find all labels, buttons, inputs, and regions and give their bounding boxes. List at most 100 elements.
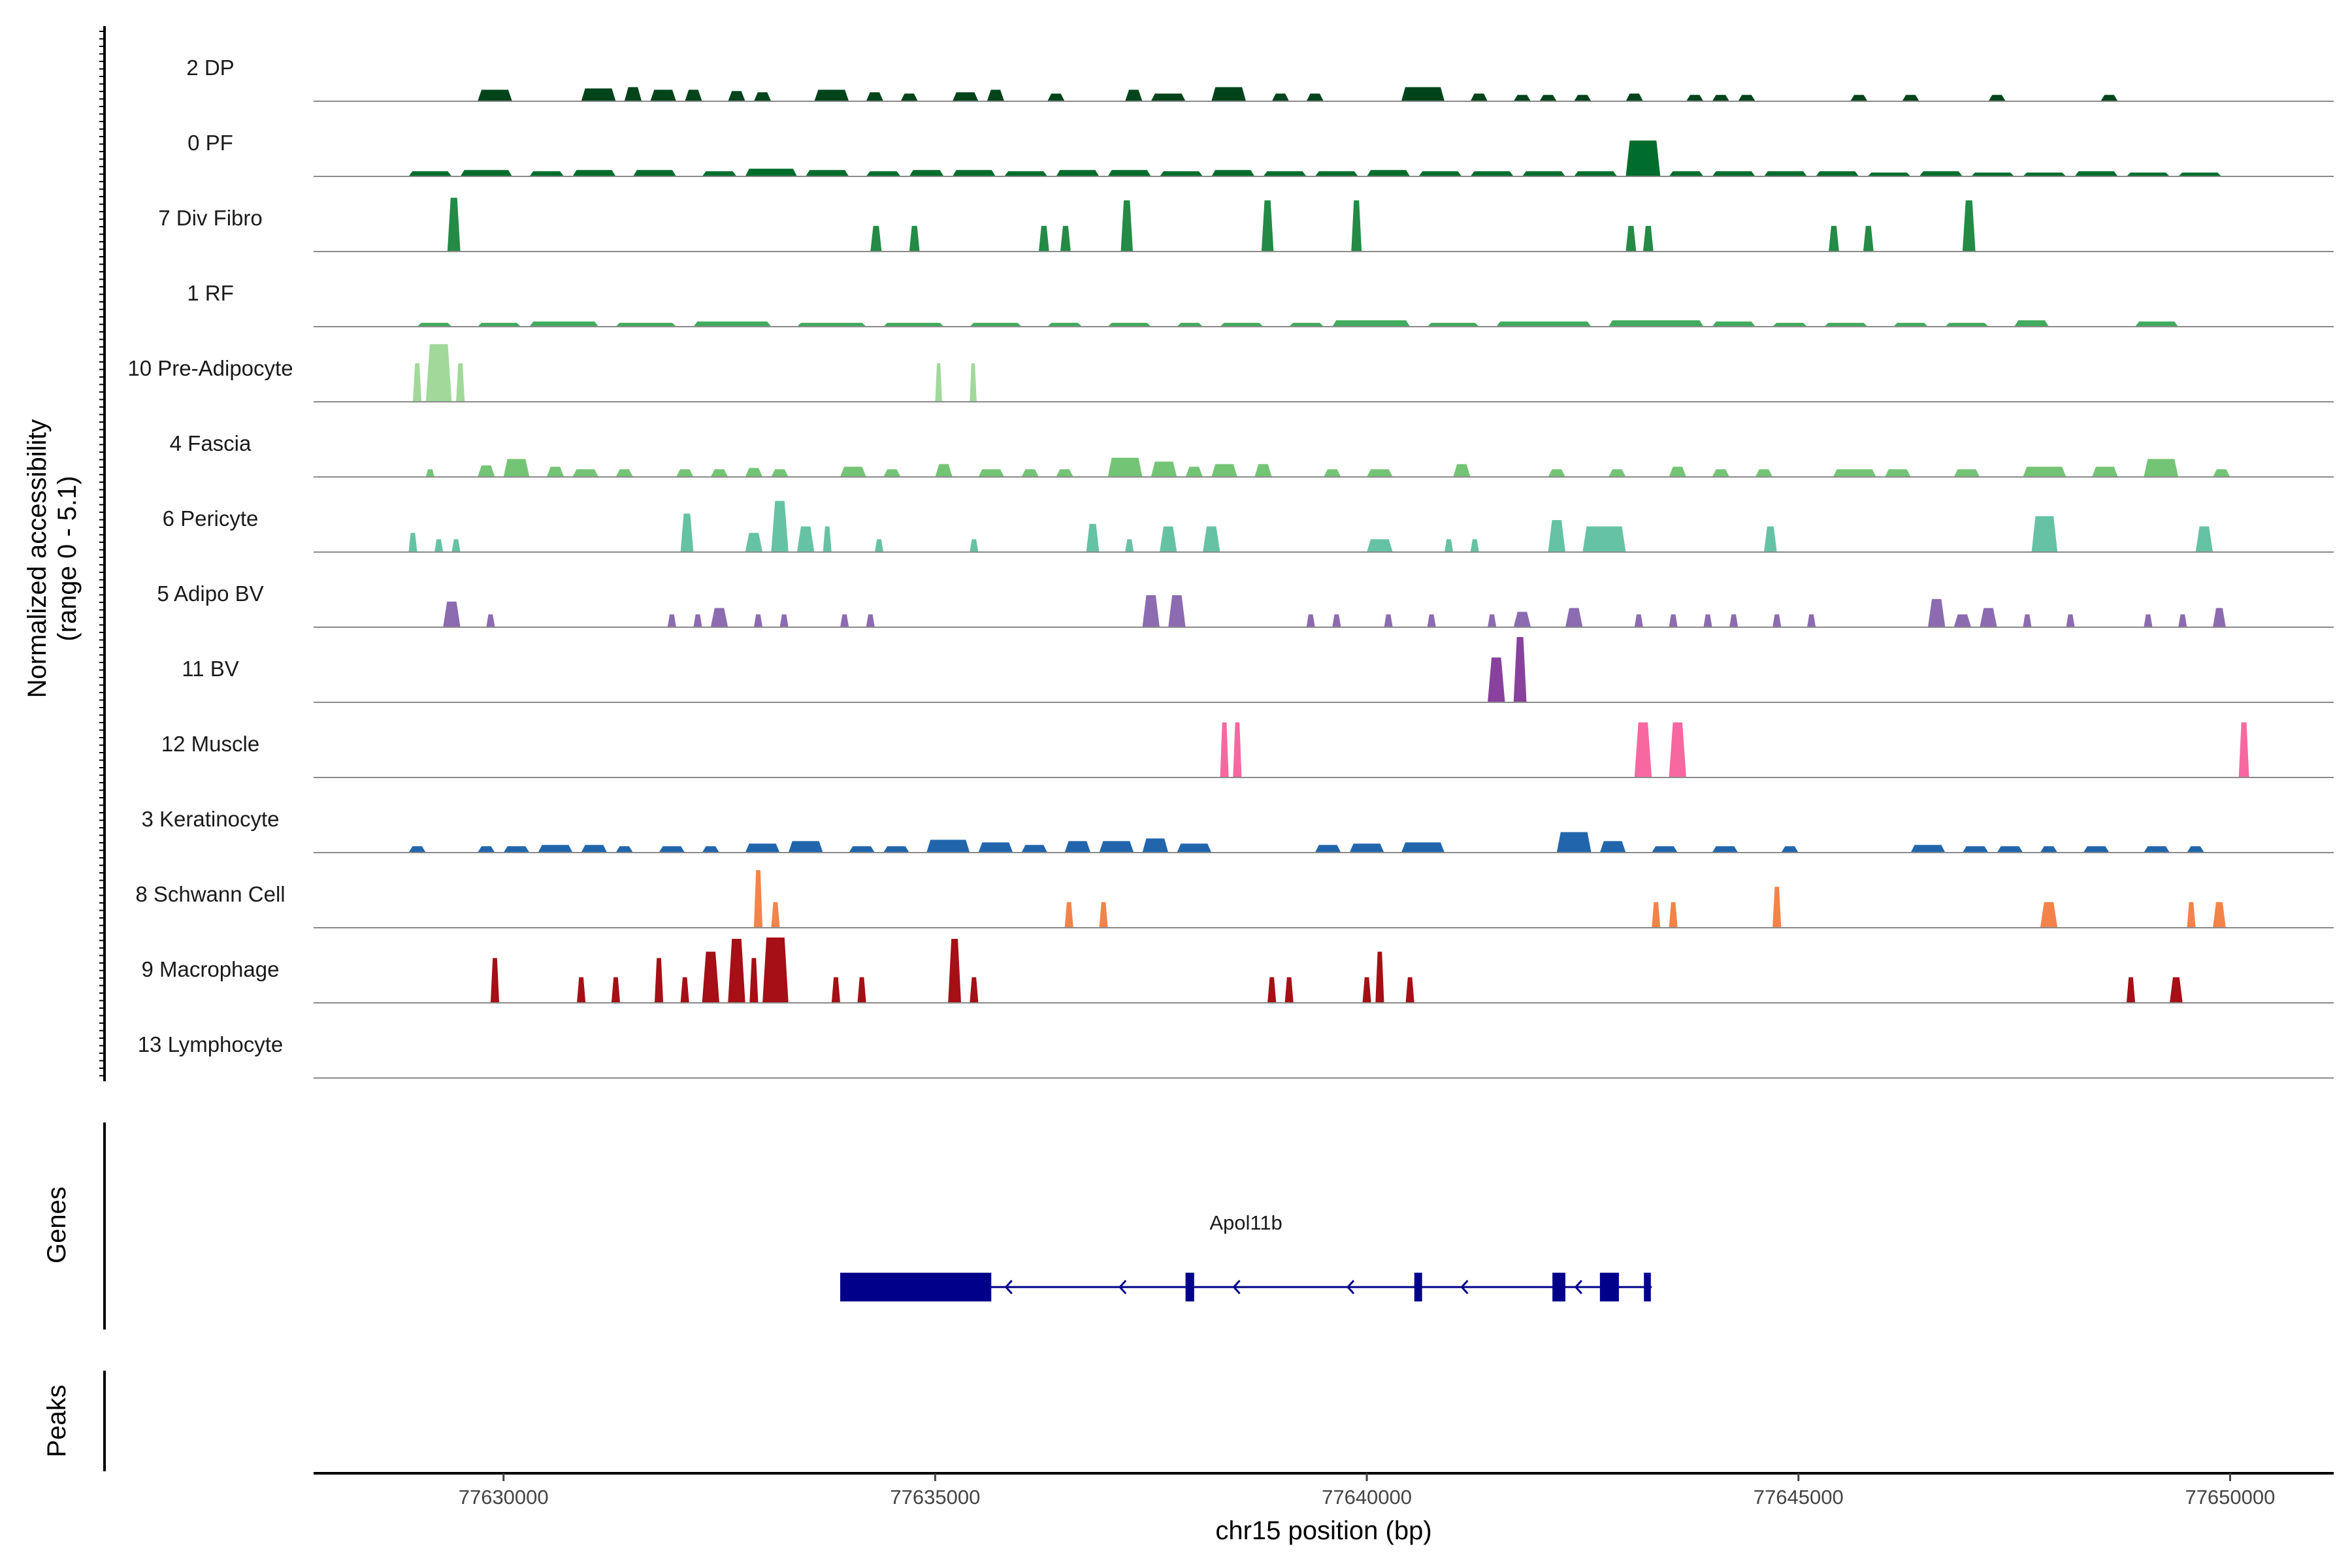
coverage-peak — [478, 90, 512, 101]
coverage-peak — [546, 466, 564, 477]
coverage-peak — [1427, 614, 1436, 627]
coverage-peak — [1772, 323, 1807, 327]
coverage-peak — [1263, 171, 1307, 176]
coverage-peak — [1142, 838, 1169, 853]
track-9-macrophage: 9 Macrophage — [142, 938, 2334, 1004]
coverage-peak — [654, 958, 664, 1003]
coverage-peak — [693, 614, 702, 627]
track-label: 9 Macrophage — [142, 957, 280, 981]
coverage-peak — [2074, 171, 2118, 176]
coverage-peak — [1470, 171, 1514, 176]
coverage-peak — [745, 169, 797, 176]
gene-exon — [1552, 1273, 1565, 1301]
gene-exon — [1644, 1273, 1651, 1301]
coverage-peak — [581, 845, 608, 853]
coverage-peak — [1609, 469, 1626, 477]
coverage-peak — [1271, 93, 1290, 101]
coverage-peak — [503, 846, 530, 853]
coverage-peak — [978, 842, 1013, 853]
coverage-peak — [1211, 170, 1255, 176]
coverage-peak — [1064, 841, 1091, 853]
coverage-peak — [831, 977, 841, 1003]
coverage-peak — [451, 539, 461, 552]
coverage-peak — [1763, 526, 1777, 552]
coverage-peak — [1927, 598, 1946, 627]
coverage-peak — [1816, 171, 1859, 176]
coverage-peak — [1953, 614, 1972, 627]
coverage-peak — [1453, 464, 1471, 477]
coverage-peak — [1107, 323, 1151, 327]
coverage-peak — [1824, 323, 1868, 327]
track-label: 4 Fascia — [170, 431, 252, 455]
coverage-peak — [749, 958, 759, 1003]
coverage-peak — [1418, 171, 1462, 176]
track-label: 1 RF — [187, 281, 234, 305]
coverage-peak — [883, 323, 944, 327]
coverage-peak — [1349, 843, 1384, 853]
track-1-rf: 1 RF — [187, 281, 2334, 327]
coverage-peak — [1712, 846, 1739, 853]
x-tick-label: 77635000 — [890, 1486, 980, 1509]
coverage-peak — [1712, 321, 1756, 327]
track-label: 11 BV — [182, 657, 238, 681]
coverage-peak — [2040, 902, 2058, 928]
coverage-peak — [2213, 469, 2230, 477]
coverage-peak — [2100, 95, 2118, 101]
coverage-peak — [702, 951, 720, 1003]
coverage-peak — [935, 464, 953, 477]
coverage-peak — [900, 93, 918, 101]
coverage-peak — [2187, 846, 2204, 853]
coverage-peak — [2083, 846, 2110, 853]
coverage-peak — [408, 532, 417, 552]
coverage-peak — [447, 197, 461, 252]
coverage-peak — [1185, 466, 1203, 477]
coverage-peak — [1599, 841, 1626, 853]
coverage-peak — [2066, 614, 2075, 627]
coverage-peak — [1712, 171, 1756, 176]
gene-exon — [1599, 1273, 1619, 1301]
track-label: 5 Adipo BV — [157, 581, 263, 606]
coverage-peak — [1047, 93, 1065, 101]
coverage-peak — [1177, 843, 1212, 853]
coverage-peak — [2238, 722, 2249, 777]
coverage-peak — [1902, 95, 1919, 101]
coverage-peak — [2092, 466, 2118, 477]
coverage-peak — [2040, 846, 2058, 853]
coverage-peak — [572, 170, 616, 176]
coverage-peak — [1470, 539, 1479, 552]
coverage-peak — [1625, 140, 1661, 176]
coverage-peak — [970, 363, 977, 402]
coverage-peak — [1755, 469, 1773, 477]
coverage-peak — [926, 840, 970, 853]
coverage-peak — [771, 902, 780, 928]
track-12-muscle: 12 Muscle — [161, 722, 2334, 778]
coverage-peak — [2187, 902, 2196, 928]
coverage-peak — [478, 323, 521, 327]
coverage-peak — [1712, 95, 1730, 101]
coverage-peak — [779, 614, 789, 627]
coverage-peak — [1211, 464, 1237, 477]
coverage-peak — [840, 466, 866, 477]
coverage-peak — [1254, 464, 1272, 477]
track-label: 6 Pericyte — [163, 506, 259, 531]
coverage-peak — [581, 88, 616, 101]
coverage-peak — [870, 225, 882, 252]
coverage-peak — [412, 363, 422, 402]
coverage-peak — [443, 601, 461, 627]
coverage-peak — [1021, 845, 1048, 853]
coverage-peak — [667, 614, 676, 627]
coverage-peak — [1159, 171, 1203, 176]
coverage-peak — [1669, 902, 1678, 928]
coverage-peak — [1652, 902, 1661, 928]
coverage-peak — [1151, 461, 1177, 477]
coverage-peak — [857, 977, 866, 1003]
coverage-peak — [1738, 95, 1756, 101]
coverage-peak — [1211, 87, 1247, 101]
coverage-peak — [1634, 722, 1652, 777]
coverage-peak — [2014, 320, 2049, 327]
coverage-peak — [1522, 171, 1565, 176]
coverage-peak — [1496, 321, 1592, 327]
x-tick-label: 77650000 — [2185, 1486, 2275, 1509]
coverage-peak — [2023, 466, 2066, 477]
